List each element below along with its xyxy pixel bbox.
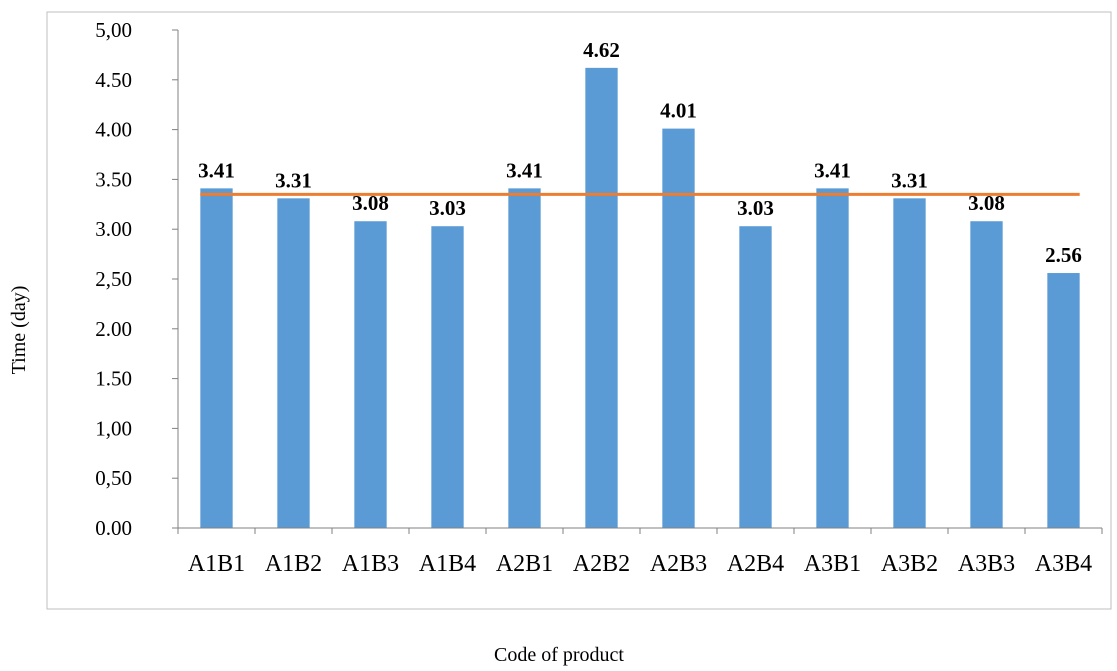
data-label: 3.41 (506, 158, 543, 182)
x-tick-label: A3B2 (881, 551, 938, 577)
bar (893, 198, 926, 528)
bar (354, 221, 387, 528)
y-axis: 0.00 0,50 1,00 1.50 2.00 2,50 3.00 3.50 4.00 4.50… (95, 18, 179, 540)
y-tick-label: 2.00 (95, 317, 132, 341)
data-label: 3.03 (429, 196, 466, 220)
x-tick-label: A1B1 (188, 551, 245, 577)
x-tick-label: A3B1 (804, 551, 861, 577)
y-tick-label: 4.00 (95, 118, 132, 142)
y-tick-label: 3.00 (95, 217, 132, 241)
data-label: 4.62 (583, 38, 620, 62)
data-label: 3.08 (352, 191, 389, 215)
y-tick-label: 1,00 (95, 416, 132, 440)
bar (816, 188, 849, 528)
data-label: 3.41 (814, 158, 851, 182)
y-tick-label: 0,50 (95, 466, 132, 490)
x-tick-label: A1B4 (419, 551, 476, 577)
bar (277, 198, 310, 528)
bar (431, 226, 464, 528)
x-tick-label: A1B3 (342, 551, 399, 577)
bar (662, 128, 695, 528)
bar (508, 188, 541, 528)
bar (585, 67, 618, 529)
x-tick-label: A2B1 (496, 551, 553, 577)
y-axis-title: Time (day) (8, 286, 30, 375)
data-label: 3.31 (891, 168, 928, 192)
x-axis: A1B1 A1B2 A1B3 A1B4 A2B1 A2B2 A2B3 A2B4 A3B1 A3B2… (177, 527, 1103, 577)
data-label: 3.03 (737, 196, 774, 220)
y-tick-label: 1.50 (95, 367, 132, 391)
x-axis-title: Code of product (494, 644, 624, 666)
x-tick-label: A3B4 (1035, 551, 1092, 577)
data-label: 3.41 (198, 158, 235, 182)
data-label: 3.08 (968, 191, 1005, 215)
y-tick-label: 4.50 (95, 68, 132, 92)
y-tick-label: 5,00 (95, 18, 132, 42)
x-tick-label: A2B3 (650, 551, 707, 577)
bar (200, 188, 233, 528)
data-label: 2.56 (1045, 243, 1082, 267)
chart-frame (46, 11, 1112, 610)
data-label: 4.01 (660, 99, 697, 123)
data-label: 3.31 (275, 168, 312, 192)
bar (739, 226, 772, 528)
x-tick-label: A2B4 (727, 551, 784, 577)
data-labels: 3.41 3.31 3.08 3.03 3.41 4.62 4.01 3.03 3.41 3.31… (198, 38, 1082, 267)
y-tick-label: 3.50 (95, 167, 132, 191)
bar (970, 221, 1003, 528)
x-tick-label: A2B2 (573, 551, 630, 577)
x-tick-label: A3B3 (958, 551, 1015, 577)
x-tick-label: A1B2 (265, 551, 322, 577)
y-tick-label: 2,50 (95, 267, 132, 291)
bar (1047, 273, 1080, 528)
bars (200, 67, 1080, 529)
y-tick-label: 0.00 (95, 516, 132, 540)
